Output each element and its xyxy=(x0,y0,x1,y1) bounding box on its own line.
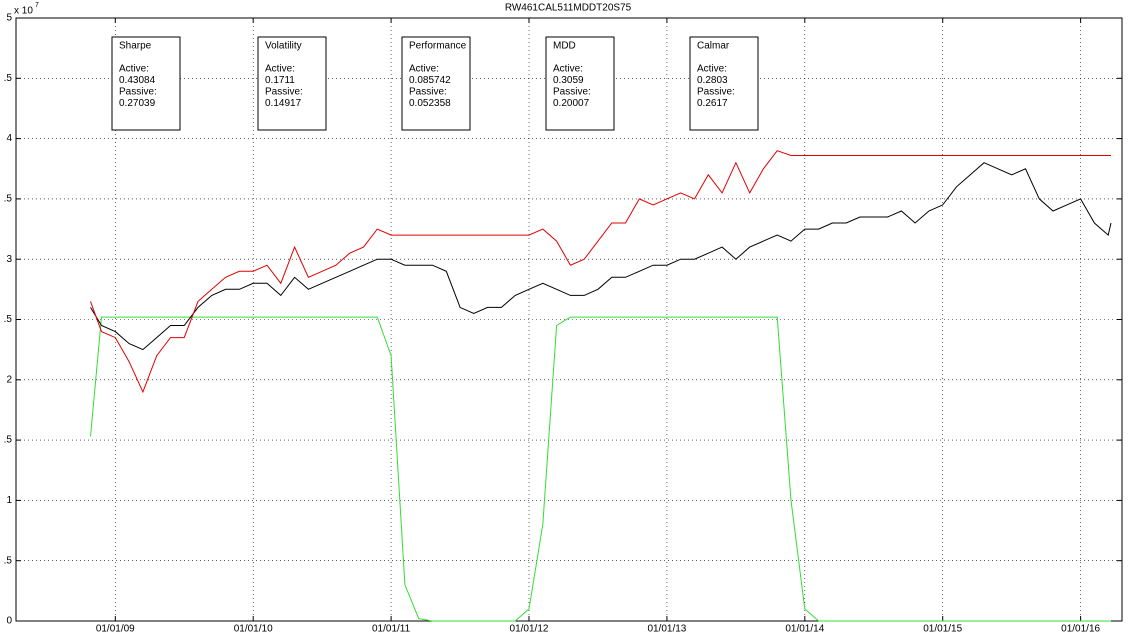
annotation-line: Passive: xyxy=(409,87,447,98)
series-line xyxy=(90,150,1111,394)
y-tick-label: 1 xyxy=(6,495,12,506)
x-tick-label: 01/01/09 xyxy=(96,624,135,635)
y-tick-label: .5 xyxy=(4,194,13,205)
annotation-line: 0.052358 xyxy=(409,98,451,109)
annotation-title: Performance xyxy=(409,41,467,52)
x-tick-label: 01/01/14 xyxy=(785,624,824,635)
y-tick-label: 5 xyxy=(6,13,12,24)
y-tick-label: 4 xyxy=(6,133,12,144)
annotation-title: Volatility xyxy=(265,41,302,52)
annotation-title: MDD xyxy=(553,41,576,52)
annotation-line: Passive: xyxy=(697,87,735,98)
annotation-line: Passive: xyxy=(553,87,591,98)
annotation-line: Active: xyxy=(119,64,149,75)
annotation-line: 0.20007 xyxy=(553,98,590,109)
plot-frame xyxy=(15,17,1123,622)
annotation-line: 0.14917 xyxy=(265,98,302,109)
x-tick-label: 01/01/15 xyxy=(923,624,962,635)
annotation-line: 0.1711 xyxy=(265,75,295,86)
y-tick-label: 3 xyxy=(6,254,12,265)
annotation-line: Active: xyxy=(265,64,295,75)
annotation-line: 0.27039 xyxy=(119,98,156,109)
annotation-line: 0.43084 xyxy=(119,75,156,86)
exponent: 7 xyxy=(35,2,39,9)
multiplier: x 10 xyxy=(14,6,33,17)
y-tick-label: .5 xyxy=(4,555,13,566)
annotation-line: Active: xyxy=(409,64,439,75)
series-line xyxy=(90,162,1112,351)
y-tick-label: .5 xyxy=(4,314,13,325)
annotation-line: 0.2803 xyxy=(697,75,728,86)
annotation-line: 0.3059 xyxy=(553,75,584,86)
annotation-box xyxy=(401,36,471,131)
series-line xyxy=(90,316,1111,622)
annotation-line: 0.2617 xyxy=(697,98,728,109)
annotation-line: Passive: xyxy=(119,87,157,98)
annotation-box xyxy=(111,36,181,131)
x-tick-label: 01/01/10 xyxy=(234,624,273,635)
annotation-title: Calmar xyxy=(697,41,730,52)
y-tick-label: .5 xyxy=(4,435,13,446)
annotation-box xyxy=(257,36,327,131)
annotation-box xyxy=(545,36,615,131)
x-tick-label: 01/01/13 xyxy=(647,624,686,635)
x-tick-label: 01/01/16 xyxy=(1061,624,1100,635)
x-tick-label: 01/01/11 xyxy=(372,624,411,635)
annotation-box xyxy=(689,36,759,131)
y-tick-label: 0 xyxy=(6,616,12,627)
annotation-title: Sharpe xyxy=(119,41,152,52)
annotation-line: 0.085742 xyxy=(409,75,451,86)
y-tick-label: .5 xyxy=(4,73,13,84)
annotation-line: Passive: xyxy=(265,87,303,98)
chart-title: RW461CAL511MDDT20S75 xyxy=(505,3,632,14)
annotation-line: Active: xyxy=(553,64,583,75)
annotation-line: Active: xyxy=(697,64,727,75)
y-tick-label: 2 xyxy=(6,374,12,385)
x-tick-label: 01/01/12 xyxy=(510,624,549,635)
